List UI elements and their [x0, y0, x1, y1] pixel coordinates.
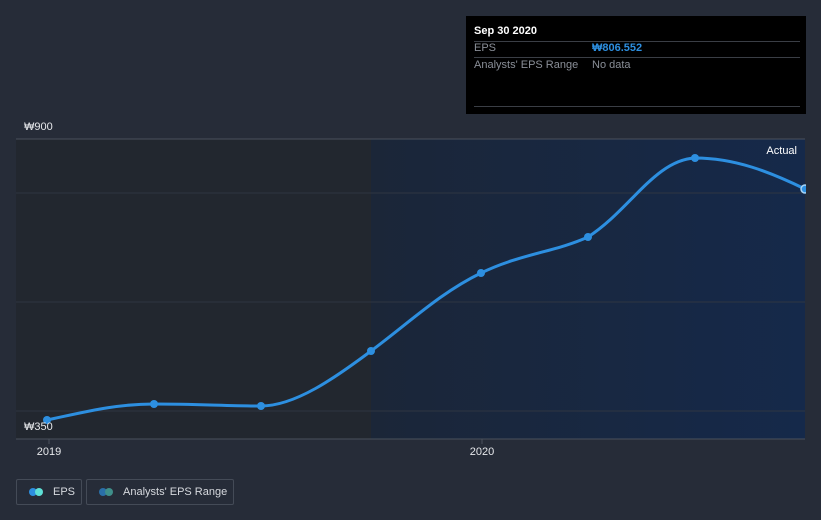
eps-data-points	[43, 154, 699, 424]
tooltip-date: Sep 30 2020	[474, 25, 537, 37]
analysts-range-legend-icon	[99, 488, 113, 496]
eps-line	[45, 156, 807, 422]
right-edge-mask	[806, 130, 821, 450]
tooltip-eps-value: ₩806.552	[592, 42, 643, 54]
y-axis-label-bottom: ₩350	[24, 421, 53, 433]
legend-analysts-label: Analysts' EPS Range	[123, 486, 228, 498]
legend-eps[interactable]: EPS	[16, 479, 82, 505]
legend-analysts-eps-range[interactable]: Analysts' EPS Range	[86, 479, 234, 505]
actual-region	[371, 139, 805, 439]
tooltip-divider	[474, 57, 800, 58]
y-axis-label-top: ₩900	[24, 121, 53, 133]
tooltip-divider	[474, 106, 800, 107]
legend-eps-label: EPS	[53, 486, 76, 498]
past-region	[16, 139, 371, 439]
tooltip-eps-label: EPS	[474, 42, 497, 54]
tooltip-range-value: No data	[592, 59, 631, 71]
x-axis-label-2020: 2020	[469, 446, 495, 458]
actual-region-label: Actual	[766, 145, 797, 157]
tooltip-divider	[474, 41, 800, 42]
tooltip: Sep 30 2020 EPS ₩806.552 Analysts' EPS R…	[466, 16, 806, 114]
tooltip-range-label: Analysts' EPS Range	[474, 59, 579, 71]
eps-legend-icon	[29, 488, 43, 496]
x-axis-label-2019: 2019	[36, 446, 62, 458]
